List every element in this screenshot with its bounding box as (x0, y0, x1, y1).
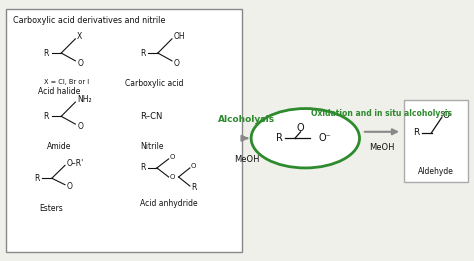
Text: O–R': O–R' (67, 159, 84, 168)
Text: R: R (44, 112, 49, 121)
Text: O: O (67, 182, 73, 191)
Text: Oxidation and in situ alcoholysis: Oxidation and in situ alcoholysis (311, 109, 452, 118)
Text: OH: OH (174, 32, 185, 41)
Text: NH₂: NH₂ (77, 95, 92, 104)
Circle shape (251, 109, 359, 168)
Text: R: R (413, 128, 419, 137)
Text: Nitrile: Nitrile (140, 142, 164, 151)
Text: X = Cl, Br or I: X = Cl, Br or I (44, 79, 89, 85)
Text: O: O (191, 163, 196, 169)
Text: R: R (140, 163, 146, 173)
Text: MeOH: MeOH (369, 143, 395, 152)
Text: O: O (77, 59, 83, 68)
Text: O: O (297, 123, 304, 133)
Text: R: R (44, 49, 49, 57)
Text: Alcoholysis: Alcoholysis (218, 115, 275, 124)
Text: R: R (191, 183, 196, 192)
Text: Carboxylic acid derivatives and nitrile: Carboxylic acid derivatives and nitrile (13, 16, 165, 25)
Text: Carboxylic acid: Carboxylic acid (125, 79, 184, 88)
FancyBboxPatch shape (404, 99, 468, 182)
Text: R: R (140, 49, 146, 57)
Text: Amide: Amide (47, 142, 72, 151)
Text: MeOH: MeOH (234, 155, 259, 164)
Text: O: O (174, 59, 180, 68)
Text: Acid halide: Acid halide (38, 87, 81, 96)
Text: R–CN: R–CN (140, 112, 163, 121)
Text: O: O (443, 110, 450, 120)
Text: O: O (169, 154, 174, 160)
Text: Esters: Esters (39, 204, 63, 213)
Text: R: R (276, 133, 283, 143)
Text: O: O (77, 122, 83, 131)
Text: O: O (169, 174, 174, 180)
Text: Acid anhydride: Acid anhydride (140, 199, 198, 208)
Text: X: X (77, 32, 82, 41)
Text: R: R (34, 174, 39, 183)
Text: Aldehyde: Aldehyde (418, 167, 454, 176)
FancyBboxPatch shape (6, 9, 242, 252)
Text: O⁻: O⁻ (319, 133, 331, 143)
